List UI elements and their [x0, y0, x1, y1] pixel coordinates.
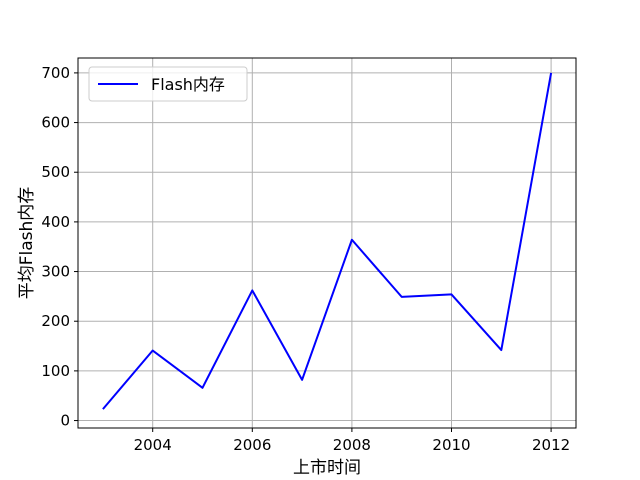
y-tick-label: 100 — [41, 362, 70, 380]
x-tick-label: 2012 — [532, 436, 570, 454]
x-tick-label: 2006 — [233, 436, 271, 454]
series-line — [102, 72, 553, 410]
y-tick-label: 300 — [41, 263, 70, 281]
series-group — [102, 72, 553, 410]
gridlines — [78, 58, 576, 428]
y-tick-label: 600 — [41, 114, 70, 132]
legend: Flash内存 — [88, 66, 248, 102]
y-tick-label: 200 — [41, 312, 70, 330]
y-tick-label: 0 — [60, 412, 70, 430]
y-tick-label: 700 — [41, 64, 70, 82]
y-axis-label: 平均Flash内存 — [17, 187, 37, 300]
y-tick-label: 500 — [41, 163, 70, 181]
plot-background — [78, 58, 576, 428]
x-tick-label: 2008 — [333, 436, 371, 454]
y-tick-label: 400 — [41, 213, 70, 231]
x-tick-label: 2010 — [432, 436, 470, 454]
x-tick-label: 2004 — [134, 436, 172, 454]
plot-frame — [77, 57, 577, 429]
x-axis-label: 上市时间 — [293, 458, 361, 478]
legend-box — [88, 66, 248, 102]
y-axis-ticks: 0 100 200 300 400 500 600 700 — [41, 64, 78, 430]
legend-label: Flash内存 — [151, 75, 225, 94]
x-axis-ticks: 2004 2006 2008 2010 2012 — [134, 428, 570, 454]
